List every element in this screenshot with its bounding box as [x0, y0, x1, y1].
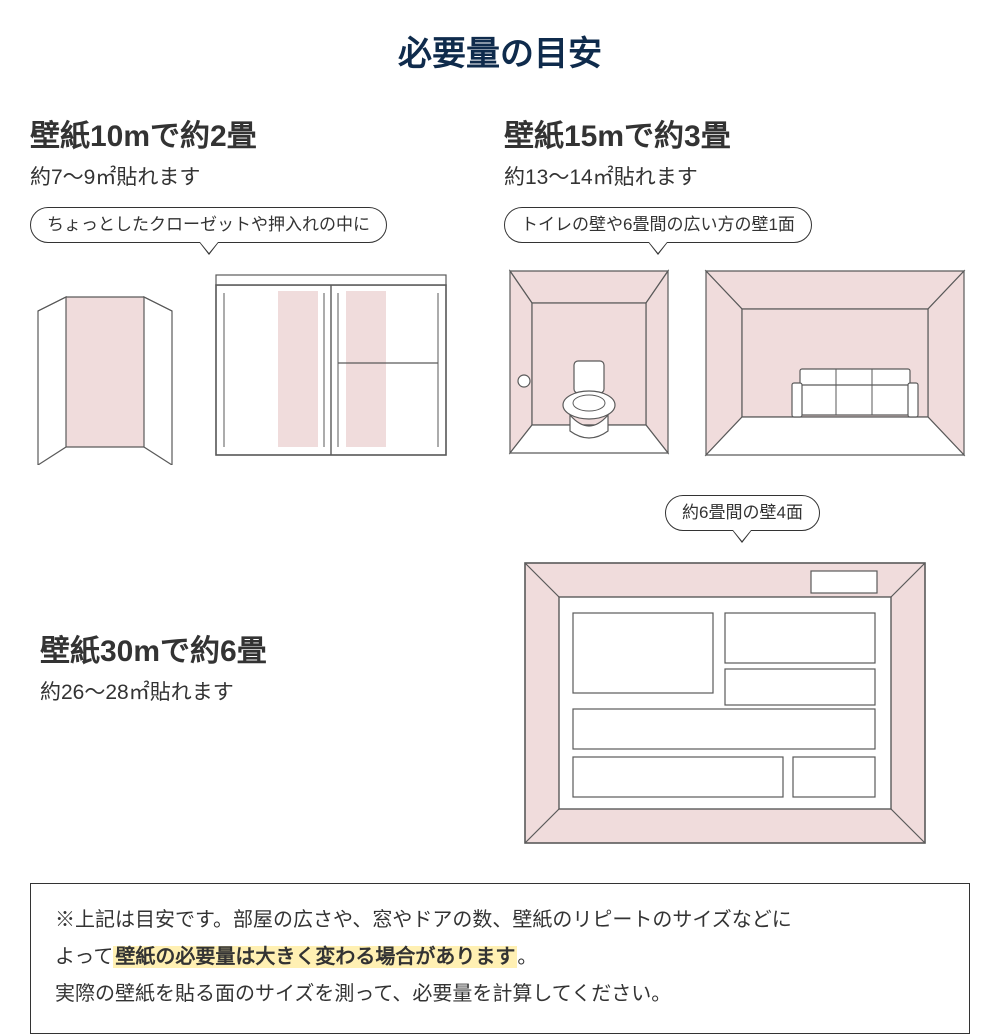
section-heading: 壁紙15mで約3畳 — [504, 111, 970, 155]
disclaimer-line-3: 実際の壁紙を貼る面のサイズを測って、必要量を計算してください。 — [55, 976, 945, 1013]
sections-row-2: 壁紙30mで約6畳 約26～28㎡貼れます 約6畳間の壁4面 — [30, 495, 970, 853]
page-title: 必要量の目安 — [30, 26, 970, 75]
disclaimer-line-2: よって壁紙の必要量は大きく変わる場合があります。 — [55, 939, 945, 976]
section-heading: 壁紙30mで約6畳 — [40, 626, 485, 670]
disclaimer-line-1: ※上記は目安です。部屋の広さや、窓やドアの数、壁紙のリピートのサイズなどに — [55, 902, 945, 939]
illustration-oshiire — [206, 265, 456, 465]
section-30m-illustration: 約6畳間の壁4面 — [515, 495, 970, 853]
disclaimer-box: ※上記は目安です。部屋の広さや、窓やドアの数、壁紙のリピートのサイズなどに よっ… — [30, 883, 970, 1034]
illustration-toilet — [504, 265, 674, 465]
section-10m: 壁紙10mで約2畳 約7～9㎡貼れます ちょっとしたクローゼットや押入れの中に — [30, 111, 474, 465]
illustration-floorplan — [515, 553, 970, 853]
section-sub: 約26～28㎡貼れます — [40, 676, 485, 706]
disclaimer-highlight: 壁紙の必要量は大きく変わる場合があります — [113, 946, 517, 968]
illustration-closet — [30, 265, 180, 465]
callout-bubble: ちょっとしたクローゼットや押入れの中に — [30, 207, 387, 243]
section-sub: 約7～9㎡貼れます — [30, 161, 474, 191]
section-sub: 約13～14㎡貼れます — [504, 161, 970, 191]
disclaimer-line-2a: よって — [55, 946, 113, 968]
disclaimer-line-2b: 。 — [517, 946, 537, 968]
section-30m-text: 壁紙30mで約6畳 約26～28㎡貼れます — [30, 626, 485, 722]
callout-bubble: トイレの壁や6畳間の広い方の壁1面 — [504, 207, 812, 243]
section-15m: 壁紙15mで約3畳 約13～14㎡貼れます トイレの壁や6畳間の広い方の壁1面 — [504, 111, 970, 465]
callout-bubble: 約6畳間の壁4面 — [665, 495, 820, 531]
illustration-room-onewall — [700, 265, 970, 465]
section-heading: 壁紙10mで約2畳 — [30, 111, 474, 155]
sections-row-1: 壁紙10mで約2畳 約7～9㎡貼れます ちょっとしたクローゼットや押入れの中に — [30, 111, 970, 465]
